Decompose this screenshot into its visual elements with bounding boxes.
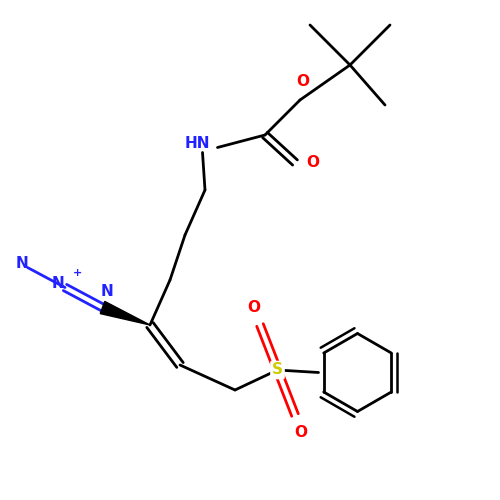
Polygon shape (100, 302, 150, 325)
Text: N: N (101, 284, 114, 298)
Text: N: N (16, 256, 28, 271)
Text: O: O (248, 300, 260, 315)
Text: O: O (294, 425, 308, 440)
Text: S: S (272, 362, 283, 378)
Text: HN: HN (184, 136, 210, 151)
Text: +: + (73, 268, 82, 278)
Text: N: N (52, 276, 64, 291)
Text: O: O (296, 74, 309, 89)
Text: O: O (306, 155, 319, 170)
